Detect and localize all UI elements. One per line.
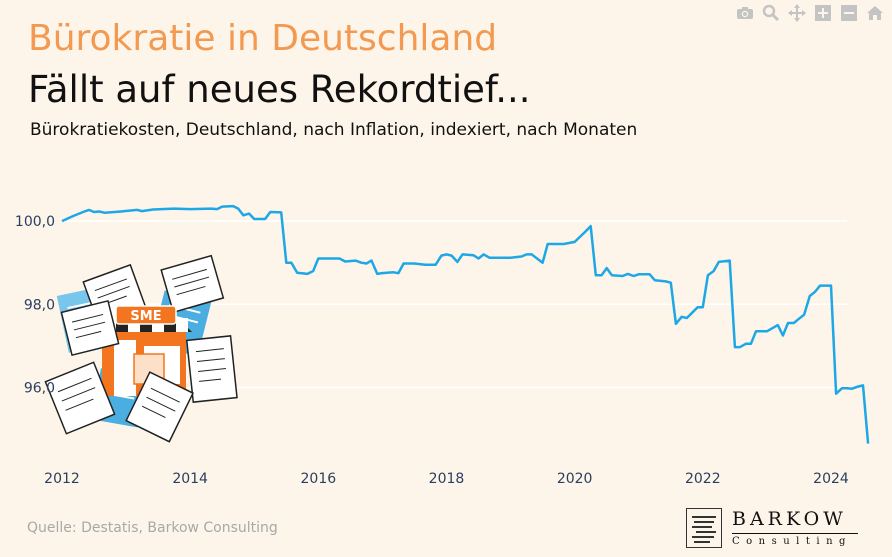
- x-tick-label: 2012: [44, 471, 80, 487]
- chart-title: Bürokratie in Deutschland: [28, 18, 498, 59]
- logo-mark-icon: [686, 508, 722, 548]
- x-tick-label: 2018: [429, 471, 465, 487]
- sme-illustration: SME: [44, 254, 238, 443]
- sme-sign: SME: [130, 309, 161, 324]
- source-note: Quelle: Destatis, Barkow Consulting: [27, 520, 278, 536]
- pan-icon[interactable]: [786, 3, 808, 23]
- y-tick-label: 98,0: [24, 297, 55, 313]
- x-tick-label: 2020: [557, 471, 593, 487]
- logo-tagline: Consulting: [732, 536, 852, 547]
- home-icon[interactable]: [864, 3, 886, 23]
- chart-headline: Fällt auf neues Rekordtief...: [28, 68, 531, 111]
- logo-rule: [732, 533, 858, 534]
- y-axis: 96,0 98,0 100,0: [15, 214, 55, 396]
- zoom-in-icon[interactable]: [812, 3, 834, 23]
- zoom-icon[interactable]: [760, 3, 782, 23]
- camera-icon[interactable]: [734, 3, 756, 23]
- x-tick-label: 2016: [301, 471, 337, 487]
- series-line: [61, 204, 870, 444]
- y-tick-label: 96,0: [24, 380, 55, 396]
- x-tick-label: 2024: [813, 471, 849, 487]
- barkow-logo: BARKOW Consulting: [686, 508, 866, 550]
- x-tick-label: 2022: [685, 471, 721, 487]
- zoom-out-icon[interactable]: [838, 3, 860, 23]
- chart-description: Bürokratiekosten, Deutschland, nach Infl…: [30, 120, 638, 140]
- modebar: [734, 3, 886, 23]
- x-axis: 2012 2014 2016 2018 2020 2022 2024: [44, 471, 849, 487]
- logo-name: BARKOW: [732, 508, 847, 530]
- y-tick-label: 100,0: [15, 214, 55, 230]
- x-tick-label: 2014: [172, 471, 208, 487]
